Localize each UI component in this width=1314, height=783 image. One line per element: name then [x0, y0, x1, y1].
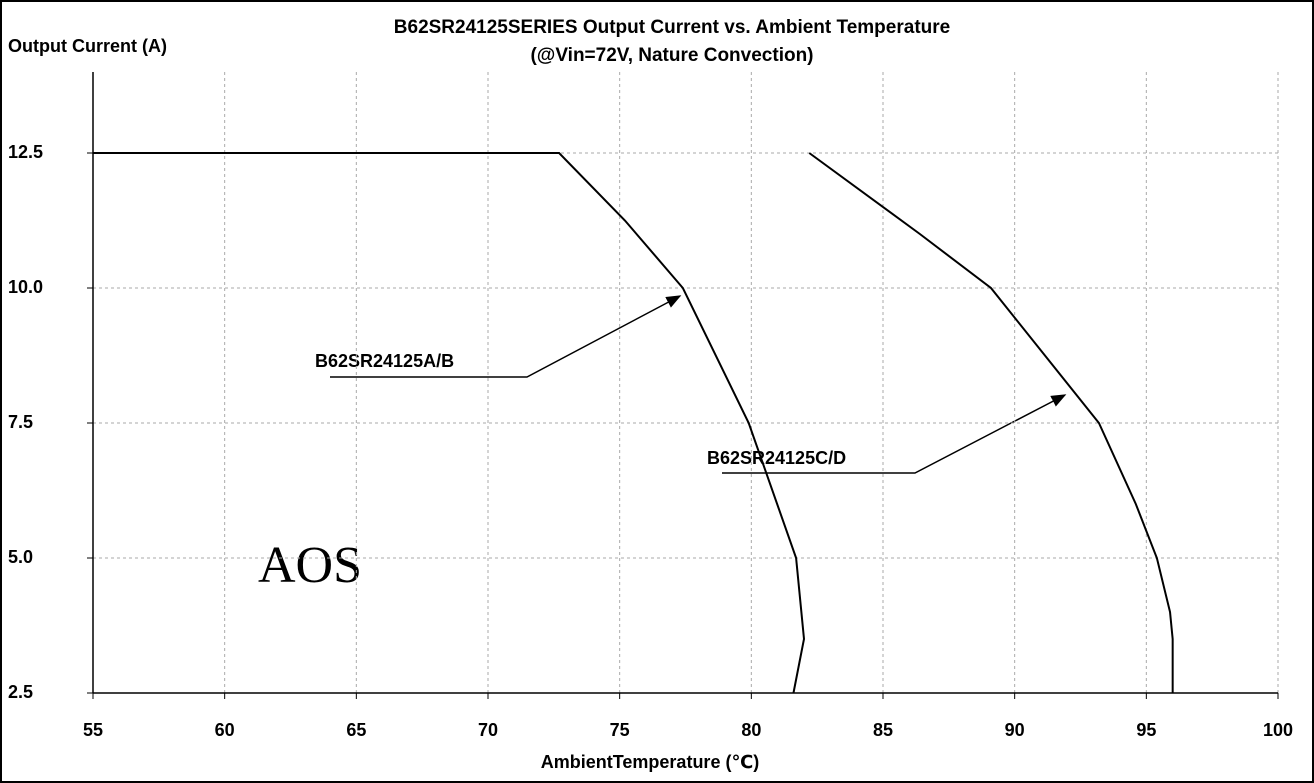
x-tick-label: 85: [873, 720, 893, 740]
series-line: [808, 152, 1174, 693]
chart-title: B62SR24125SERIES Output Current vs. Ambi…: [394, 17, 950, 38]
x-tick-label: 90: [1005, 720, 1025, 740]
x-tick-label: 95: [1136, 720, 1156, 740]
y-axis-title: Output Current (A): [8, 36, 167, 56]
series-line: [93, 152, 806, 694]
x-tick-label: 100: [1263, 720, 1293, 740]
chart-subtitle: (@Vin=72V, Nature Convection): [530, 45, 813, 66]
x-tick-label: 70: [478, 720, 498, 740]
x-axis-title: AmbientTemperature (℃): [541, 752, 760, 772]
series-label: B62SR24125A/B: [315, 351, 454, 371]
y-tick-label: 12.5: [8, 142, 43, 162]
annotation-arrow: [330, 295, 682, 378]
y-tick-label: 7.5: [8, 412, 33, 432]
series-label: B62SR24125C/D: [707, 448, 846, 468]
x-tick-label: 75: [610, 720, 630, 740]
x-tick-label: 80: [741, 720, 761, 740]
y-tick-label: 5.0: [8, 547, 33, 567]
y-tick-label: 10.0: [8, 277, 43, 297]
y-tick-label: 2.5: [8, 682, 33, 702]
watermark: AOS: [258, 537, 362, 594]
x-tick-label: 65: [346, 720, 366, 740]
x-tick-label: 60: [215, 720, 235, 740]
x-tick-label: 55: [83, 720, 103, 740]
